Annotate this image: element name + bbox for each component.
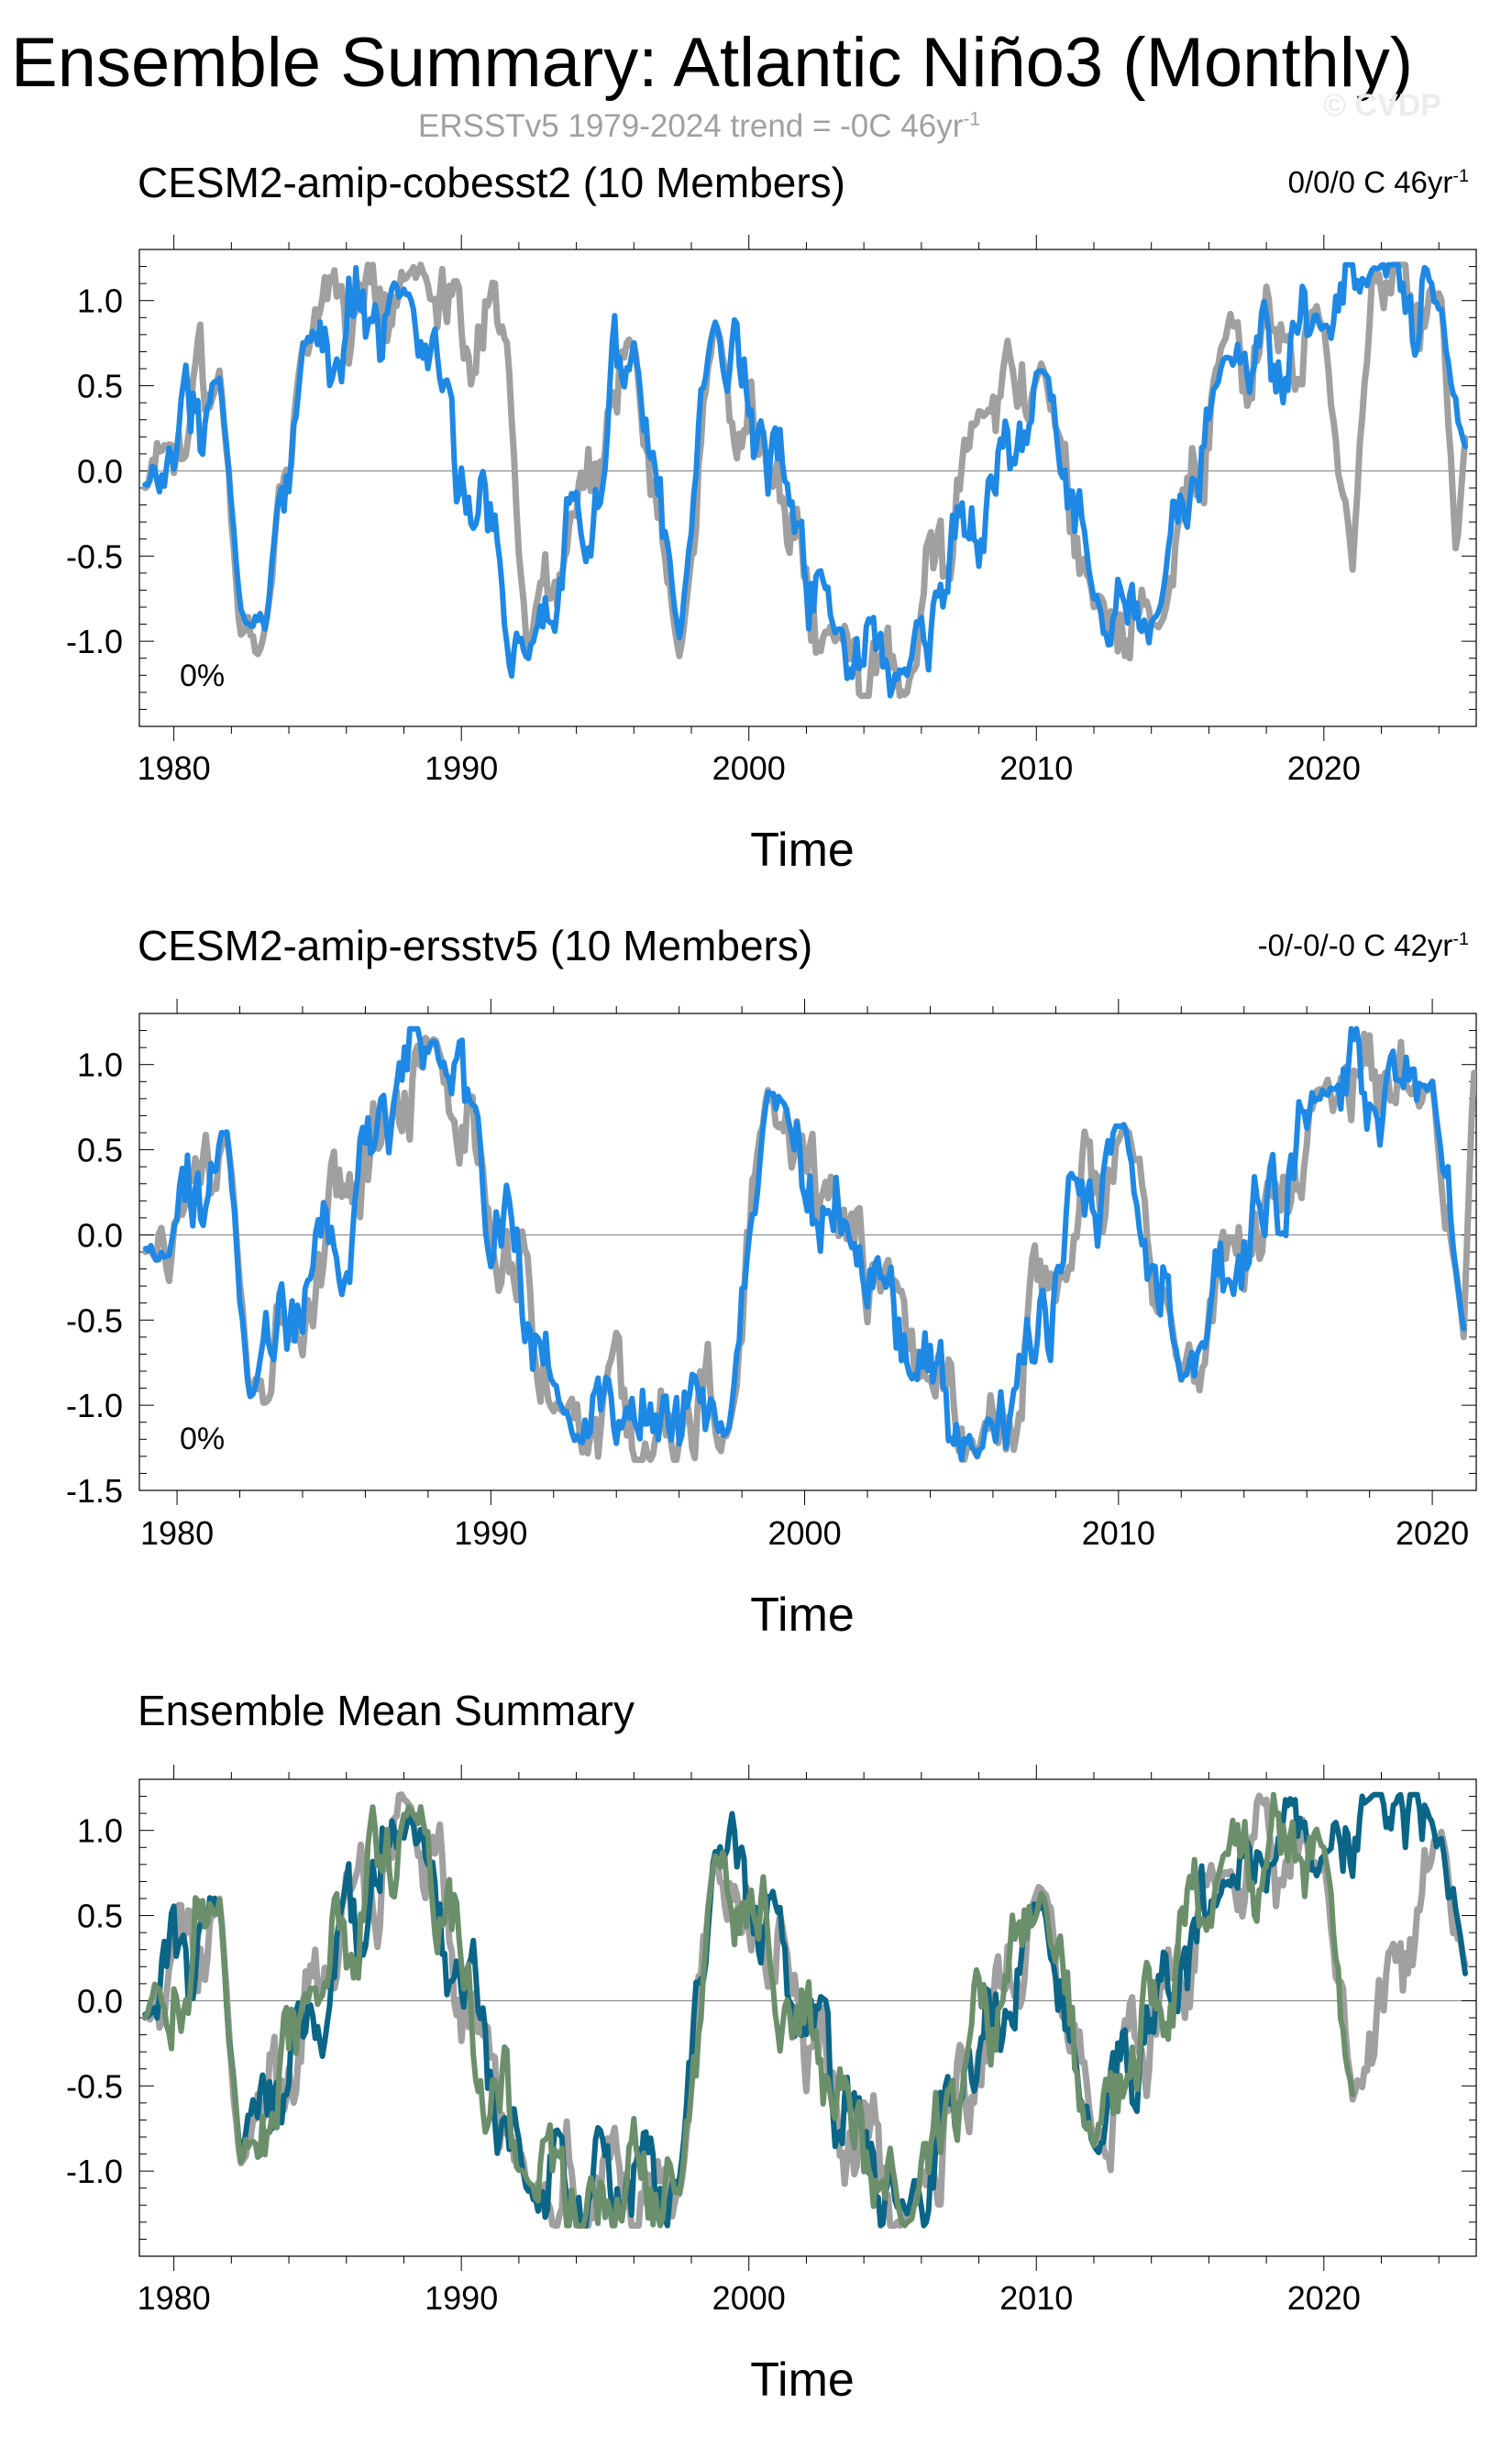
x-axis-title: Time	[750, 1589, 855, 1642]
percent-annotation: 0%	[180, 1422, 225, 1456]
x-tick-label: 2010	[1082, 1514, 1155, 1552]
panel1-trend-exponent: -1	[1452, 166, 1469, 186]
y-tick-label: -1.5	[66, 1472, 123, 1510]
x-tick-label: 2000	[712, 2279, 786, 2317]
y-tick-label: 0.0	[77, 1982, 123, 2020]
y-tick-label: -0.5	[66, 2067, 123, 2105]
x-axis-title: Time	[750, 2353, 855, 2407]
y-tick-label: 1.0	[77, 282, 123, 320]
panel1-trend-text: 0/0/0 C 46yr	[1287, 165, 1453, 199]
x-axis-title: Time	[750, 824, 855, 877]
y-tick-label: 0.0	[77, 1216, 123, 1254]
y-tick-label: 1.0	[77, 1046, 123, 1084]
percent-annotation: 0%	[180, 659, 225, 693]
y-tick-label: -0.5	[66, 537, 123, 575]
series-line-ensemble-member	[142, 1025, 1467, 1463]
x-tick-label: 2020	[1287, 749, 1361, 787]
y-tick-label: 0.5	[77, 1898, 123, 1935]
x-tick-label: 2010	[999, 2279, 1073, 2317]
subtitle-exponent: -1	[963, 108, 981, 130]
panel2-trend-exponent: -1	[1452, 929, 1469, 949]
series-line-cesm2-amip-ersstv5-ensemble-mean	[142, 1791, 1356, 2229]
panel2-trend-text: -0/-0/-0 C 42yr	[1257, 928, 1453, 962]
y-tick-label: -1.0	[66, 1387, 123, 1424]
x-tick-label: 1980	[140, 1514, 214, 1552]
y-tick-label: -0.5	[66, 1301, 123, 1339]
x-tick-label: 2020	[1287, 2279, 1361, 2317]
x-tick-label: 2010	[999, 749, 1073, 787]
panel2-chart: 1.0 0.5 0.0 -0.5 -1.0 -1.5 1980 1990 2000 2010 202…	[66, 999, 1477, 1642]
cvdp-watermark: © CVDP	[1323, 88, 1441, 123]
panel1-chart: 1.0 0.5 0.0 -0.5 -1.0 1980 1990 2000 2010 2020 Tim…	[66, 235, 1477, 877]
panel3-title: Ensemble Mean Summary	[138, 1687, 635, 1734]
y-tick-label: 0.5	[77, 368, 123, 405]
y-tick-label: 0.5	[77, 1132, 123, 1169]
y-tick-label: -1.0	[66, 623, 123, 660]
y-tick-label: 0.0	[77, 452, 123, 490]
x-tick-label: 1990	[425, 2279, 498, 2317]
x-tick-label: 1980	[138, 749, 211, 787]
figure-title: Ensemble Summary: Atlantic Niño3 (Monthl…	[11, 24, 1414, 102]
y-tick-label: 1.0	[77, 1812, 123, 1850]
x-tick-label: 2000	[768, 1514, 842, 1552]
figure-subtitle: ERSSTv5 1979-2024 trend = -0C 46yr-1	[418, 108, 980, 145]
panel1-trend: 0/0/0 C 46yr-1	[1288, 165, 1469, 200]
panel1-title: CESM2-amip-cobesst2 (10 Members)	[138, 159, 846, 206]
x-tick-label: 1990	[454, 1514, 527, 1552]
subtitle-text: ERSSTv5 1979-2024 trend = -0C 46yr	[418, 108, 964, 144]
x-tick-label: 2020	[1396, 1514, 1469, 1552]
x-tick-label: 2000	[712, 749, 786, 787]
y-tick-label: -1.0	[66, 2153, 123, 2190]
panel2-trend: -0/-0/-0 C 42yr-1	[1258, 928, 1469, 963]
panel2-title: CESM2-amip-ersstv5 (10 Members)	[138, 922, 813, 969]
x-tick-label: 1990	[425, 749, 498, 787]
x-tick-label: 1980	[138, 2279, 211, 2317]
series-line-ensemble-member	[142, 261, 1468, 699]
